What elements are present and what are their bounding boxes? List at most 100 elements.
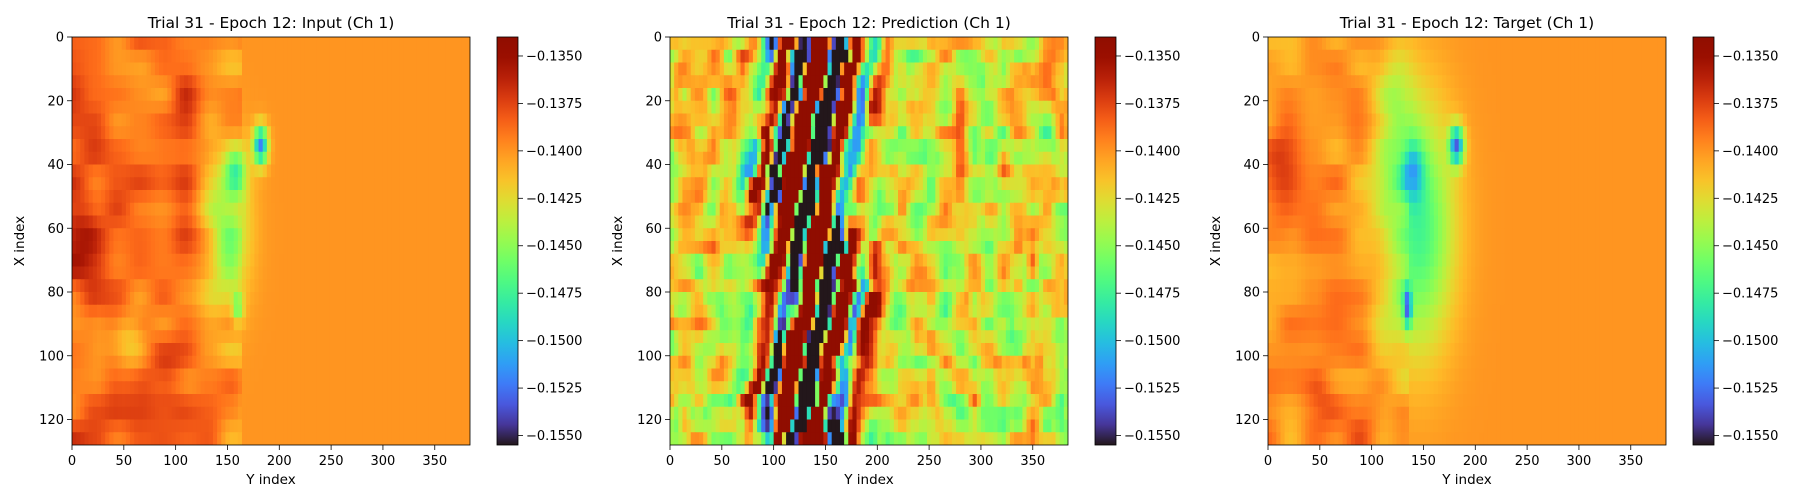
heatmap-cell bbox=[304, 177, 309, 190]
heatmap-cell bbox=[778, 152, 783, 165]
heatmap-cell bbox=[267, 139, 272, 152]
heatmap-cell bbox=[221, 139, 226, 152]
heatmap-cell bbox=[118, 330, 123, 343]
heatmap-cell bbox=[449, 63, 454, 76]
heatmap-cell bbox=[1056, 114, 1061, 127]
heatmap-cell bbox=[811, 88, 816, 101]
heatmap-cell bbox=[695, 88, 700, 101]
heatmap-cell bbox=[1031, 190, 1036, 203]
heatmap-cell bbox=[906, 267, 911, 280]
heatmap-cell bbox=[420, 279, 425, 292]
heatmap-cell bbox=[757, 50, 762, 63]
heatmap-cell bbox=[105, 88, 110, 101]
heatmap-cell bbox=[416, 37, 421, 50]
heatmap-cell bbox=[105, 343, 110, 356]
heatmap-cell bbox=[304, 114, 309, 127]
heatmap-cell bbox=[711, 165, 716, 178]
heatmap-cell bbox=[176, 369, 181, 382]
heatmap-cell bbox=[138, 101, 143, 114]
heatmap-cell bbox=[80, 394, 85, 407]
heatmap-cell bbox=[927, 165, 932, 178]
heatmap-cell bbox=[122, 152, 127, 165]
heatmap-cell bbox=[873, 228, 878, 241]
heatmap-cell bbox=[101, 139, 106, 152]
heatmap-cell bbox=[948, 101, 953, 114]
heatmap-cell bbox=[761, 165, 766, 178]
heatmap-cell bbox=[225, 254, 230, 267]
heatmap-cell bbox=[167, 50, 172, 63]
heatmap-cell bbox=[358, 318, 363, 331]
heatmap-cell bbox=[296, 318, 301, 331]
heatmap-cell bbox=[109, 432, 114, 445]
heatmap-cell bbox=[699, 139, 704, 152]
heatmap-cell bbox=[391, 343, 396, 356]
heatmap-cell bbox=[234, 216, 239, 229]
heatmap-cell bbox=[176, 101, 181, 114]
heatmap-cell bbox=[437, 241, 442, 254]
heatmap-cell bbox=[300, 88, 305, 101]
heatmap-cell bbox=[366, 394, 371, 407]
heatmap-cell bbox=[155, 165, 160, 178]
heatmap-cell bbox=[1031, 75, 1036, 88]
heatmap-cell bbox=[279, 318, 284, 331]
heatmap-cell bbox=[134, 420, 139, 433]
heatmap-cell bbox=[371, 228, 376, 241]
heatmap-cell bbox=[1051, 139, 1056, 152]
heatmap-cell bbox=[230, 356, 235, 369]
heatmap-cell bbox=[142, 330, 147, 343]
heatmap-cell bbox=[225, 356, 230, 369]
heatmap-cell bbox=[358, 305, 363, 318]
heatmap-cell bbox=[97, 407, 102, 420]
heatmap-cell bbox=[304, 432, 309, 445]
heatmap-cell bbox=[292, 330, 297, 343]
heatmap-cell bbox=[960, 37, 965, 50]
heatmap-cell bbox=[886, 75, 891, 88]
heatmap-cell bbox=[1018, 165, 1023, 178]
heatmap-cell bbox=[130, 432, 135, 445]
heatmap-cell bbox=[192, 126, 197, 139]
heatmap-cell bbox=[429, 267, 434, 280]
heatmap-cell bbox=[757, 152, 762, 165]
heatmap-cell bbox=[167, 394, 172, 407]
heatmap-cell bbox=[109, 292, 114, 305]
heatmap-cell bbox=[745, 267, 750, 280]
heatmap-cell bbox=[155, 369, 160, 382]
heatmap-cell bbox=[350, 241, 355, 254]
heatmap-cell bbox=[1014, 228, 1019, 241]
heatmap-cell bbox=[803, 37, 808, 50]
heatmap-cell bbox=[350, 50, 355, 63]
heatmap-cell bbox=[321, 101, 326, 114]
heatmap-cell bbox=[221, 177, 226, 190]
heatmap-cell bbox=[267, 126, 272, 139]
heatmap-cell bbox=[387, 305, 392, 318]
heatmap-cell bbox=[163, 50, 168, 63]
heatmap-cell bbox=[192, 75, 197, 88]
heatmap-cell bbox=[836, 88, 841, 101]
heatmap-cell bbox=[296, 267, 301, 280]
heatmap-cell bbox=[312, 241, 317, 254]
heatmap-cell bbox=[761, 241, 766, 254]
heatmap-cell bbox=[774, 126, 779, 139]
heatmap-cell bbox=[366, 381, 371, 394]
heatmap-cell bbox=[774, 75, 779, 88]
heatmap-cell bbox=[279, 369, 284, 382]
heatmap-cell bbox=[279, 177, 284, 190]
heatmap-cell bbox=[267, 228, 272, 241]
heatmap-cell bbox=[72, 318, 77, 331]
heatmap-cell bbox=[412, 318, 417, 331]
heatmap-cell bbox=[985, 241, 990, 254]
heatmap-cell bbox=[387, 139, 392, 152]
heatmap-cell bbox=[1051, 165, 1056, 178]
heatmap-cell bbox=[682, 114, 687, 127]
heatmap-cell bbox=[192, 216, 197, 229]
heatmap-cell bbox=[126, 165, 131, 178]
heatmap-cell bbox=[720, 279, 725, 292]
heatmap-cell bbox=[126, 305, 131, 318]
heatmap-cell bbox=[192, 165, 197, 178]
heatmap-cell bbox=[790, 254, 795, 267]
heatmap-cell bbox=[927, 63, 932, 76]
y-tick-label: 100 bbox=[39, 349, 64, 364]
heatmap-cell bbox=[371, 114, 376, 127]
heatmap-cell bbox=[109, 228, 114, 241]
heatmap-cell bbox=[167, 356, 172, 369]
